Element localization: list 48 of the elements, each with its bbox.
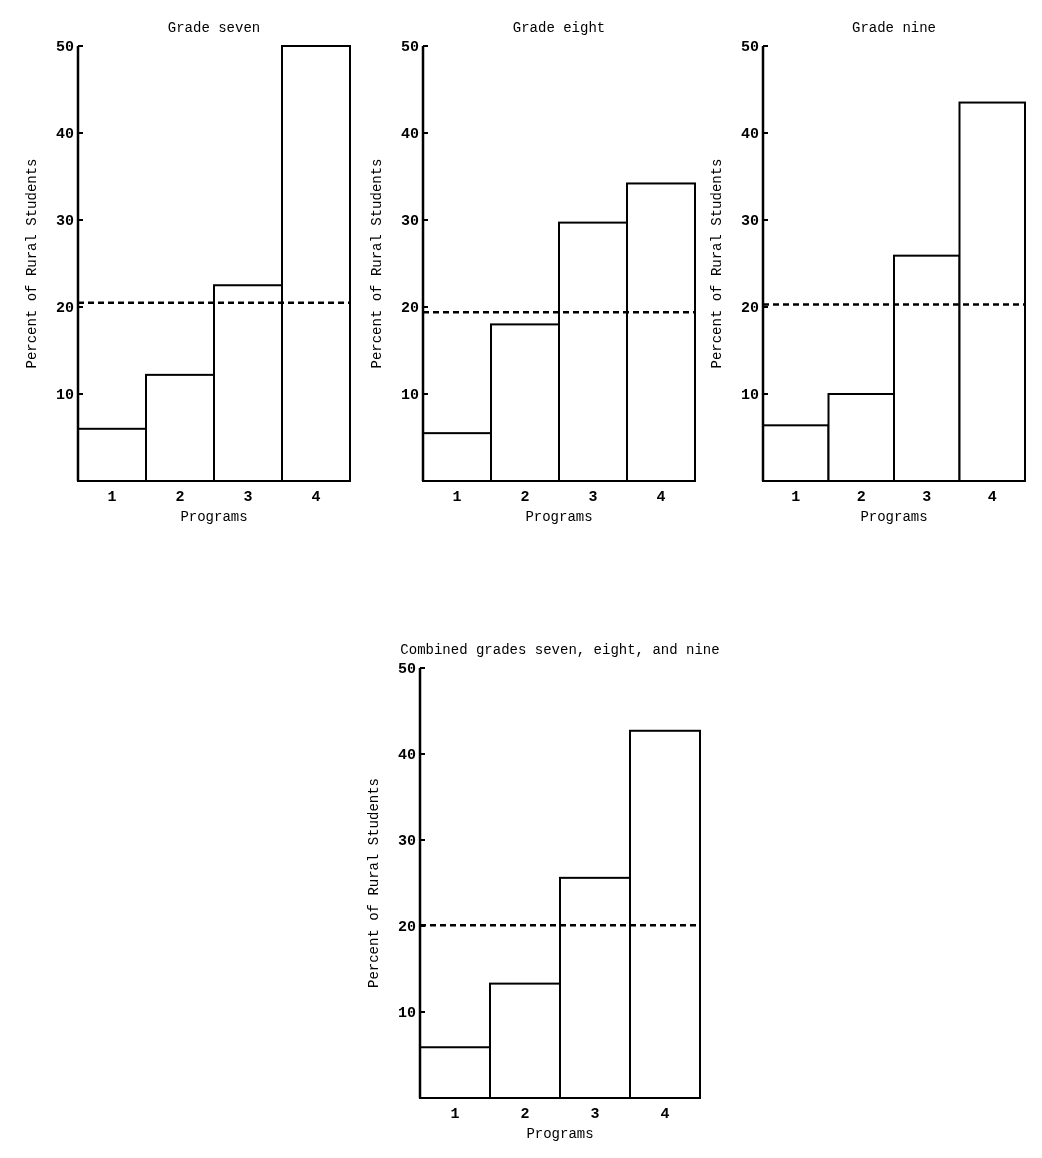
y-tick-label: 20 (397, 919, 416, 937)
y-tick-label: 30 (740, 213, 759, 231)
chart-title: Grade seven (167, 20, 261, 36)
y-tick-label: 50 (400, 39, 419, 57)
x-axis-title: Programs (860, 509, 928, 525)
x-tick-label: 4 (660, 1106, 670, 1123)
x-axis-title: Programs (180, 509, 248, 525)
x-tick-label: 1 (452, 489, 462, 506)
x-tick-label: 2 (520, 1106, 530, 1123)
x-axis-title: Programs (525, 509, 593, 525)
y-tick-label: 40 (55, 126, 74, 144)
y-tick-label: 10 (397, 1005, 416, 1023)
x-tick-label: 2 (856, 489, 866, 506)
x-tick-label: 3 (588, 489, 598, 506)
y-tick-label: 10 (55, 387, 74, 405)
y-tick-label: 30 (400, 213, 419, 231)
y-tick-label: 20 (55, 300, 74, 318)
y-tick-label: 10 (400, 387, 419, 405)
y-tick-label: 40 (400, 126, 419, 144)
chart-title: Grade eight (512, 20, 606, 36)
x-tick-label: 4 (656, 489, 666, 506)
x-tick-label: 4 (987, 489, 997, 506)
x-tick-label: 1 (791, 489, 801, 506)
chart-title: Combined grades seven, eight, and nine (400, 642, 720, 658)
chart-title: Grade nine (851, 20, 937, 36)
y-tick-label: 20 (740, 300, 759, 318)
x-tick-label: 3 (243, 489, 253, 506)
y-tick-label: 40 (397, 747, 416, 765)
y-tick-label: 40 (740, 126, 759, 144)
y-tick-label: 10 (740, 387, 759, 405)
x-tick-label: 3 (922, 489, 932, 506)
y-tick-label: 30 (397, 833, 416, 851)
y-axis-title: Percent of Rural Students (366, 777, 382, 989)
x-tick-label: 2 (175, 489, 185, 506)
x-axis-title: Programs (526, 1126, 594, 1142)
y-tick-label: 30 (55, 213, 74, 231)
x-tick-label: 4 (311, 489, 321, 506)
y-tick-label: 50 (740, 39, 759, 57)
y-tick-label: 50 (55, 39, 74, 57)
x-tick-label: 3 (590, 1106, 600, 1123)
y-axis-title: Percent of Rural Students (24, 158, 40, 369)
y-tick-label: 20 (400, 300, 419, 318)
x-tick-label: 2 (520, 489, 530, 506)
y-axis-title: Percent of Rural Students (709, 158, 725, 369)
y-tick-label: 50 (397, 661, 416, 679)
x-tick-label: 1 (450, 1106, 460, 1123)
x-tick-label: 1 (107, 489, 117, 506)
y-axis-title: Percent of Rural Students (369, 158, 385, 369)
